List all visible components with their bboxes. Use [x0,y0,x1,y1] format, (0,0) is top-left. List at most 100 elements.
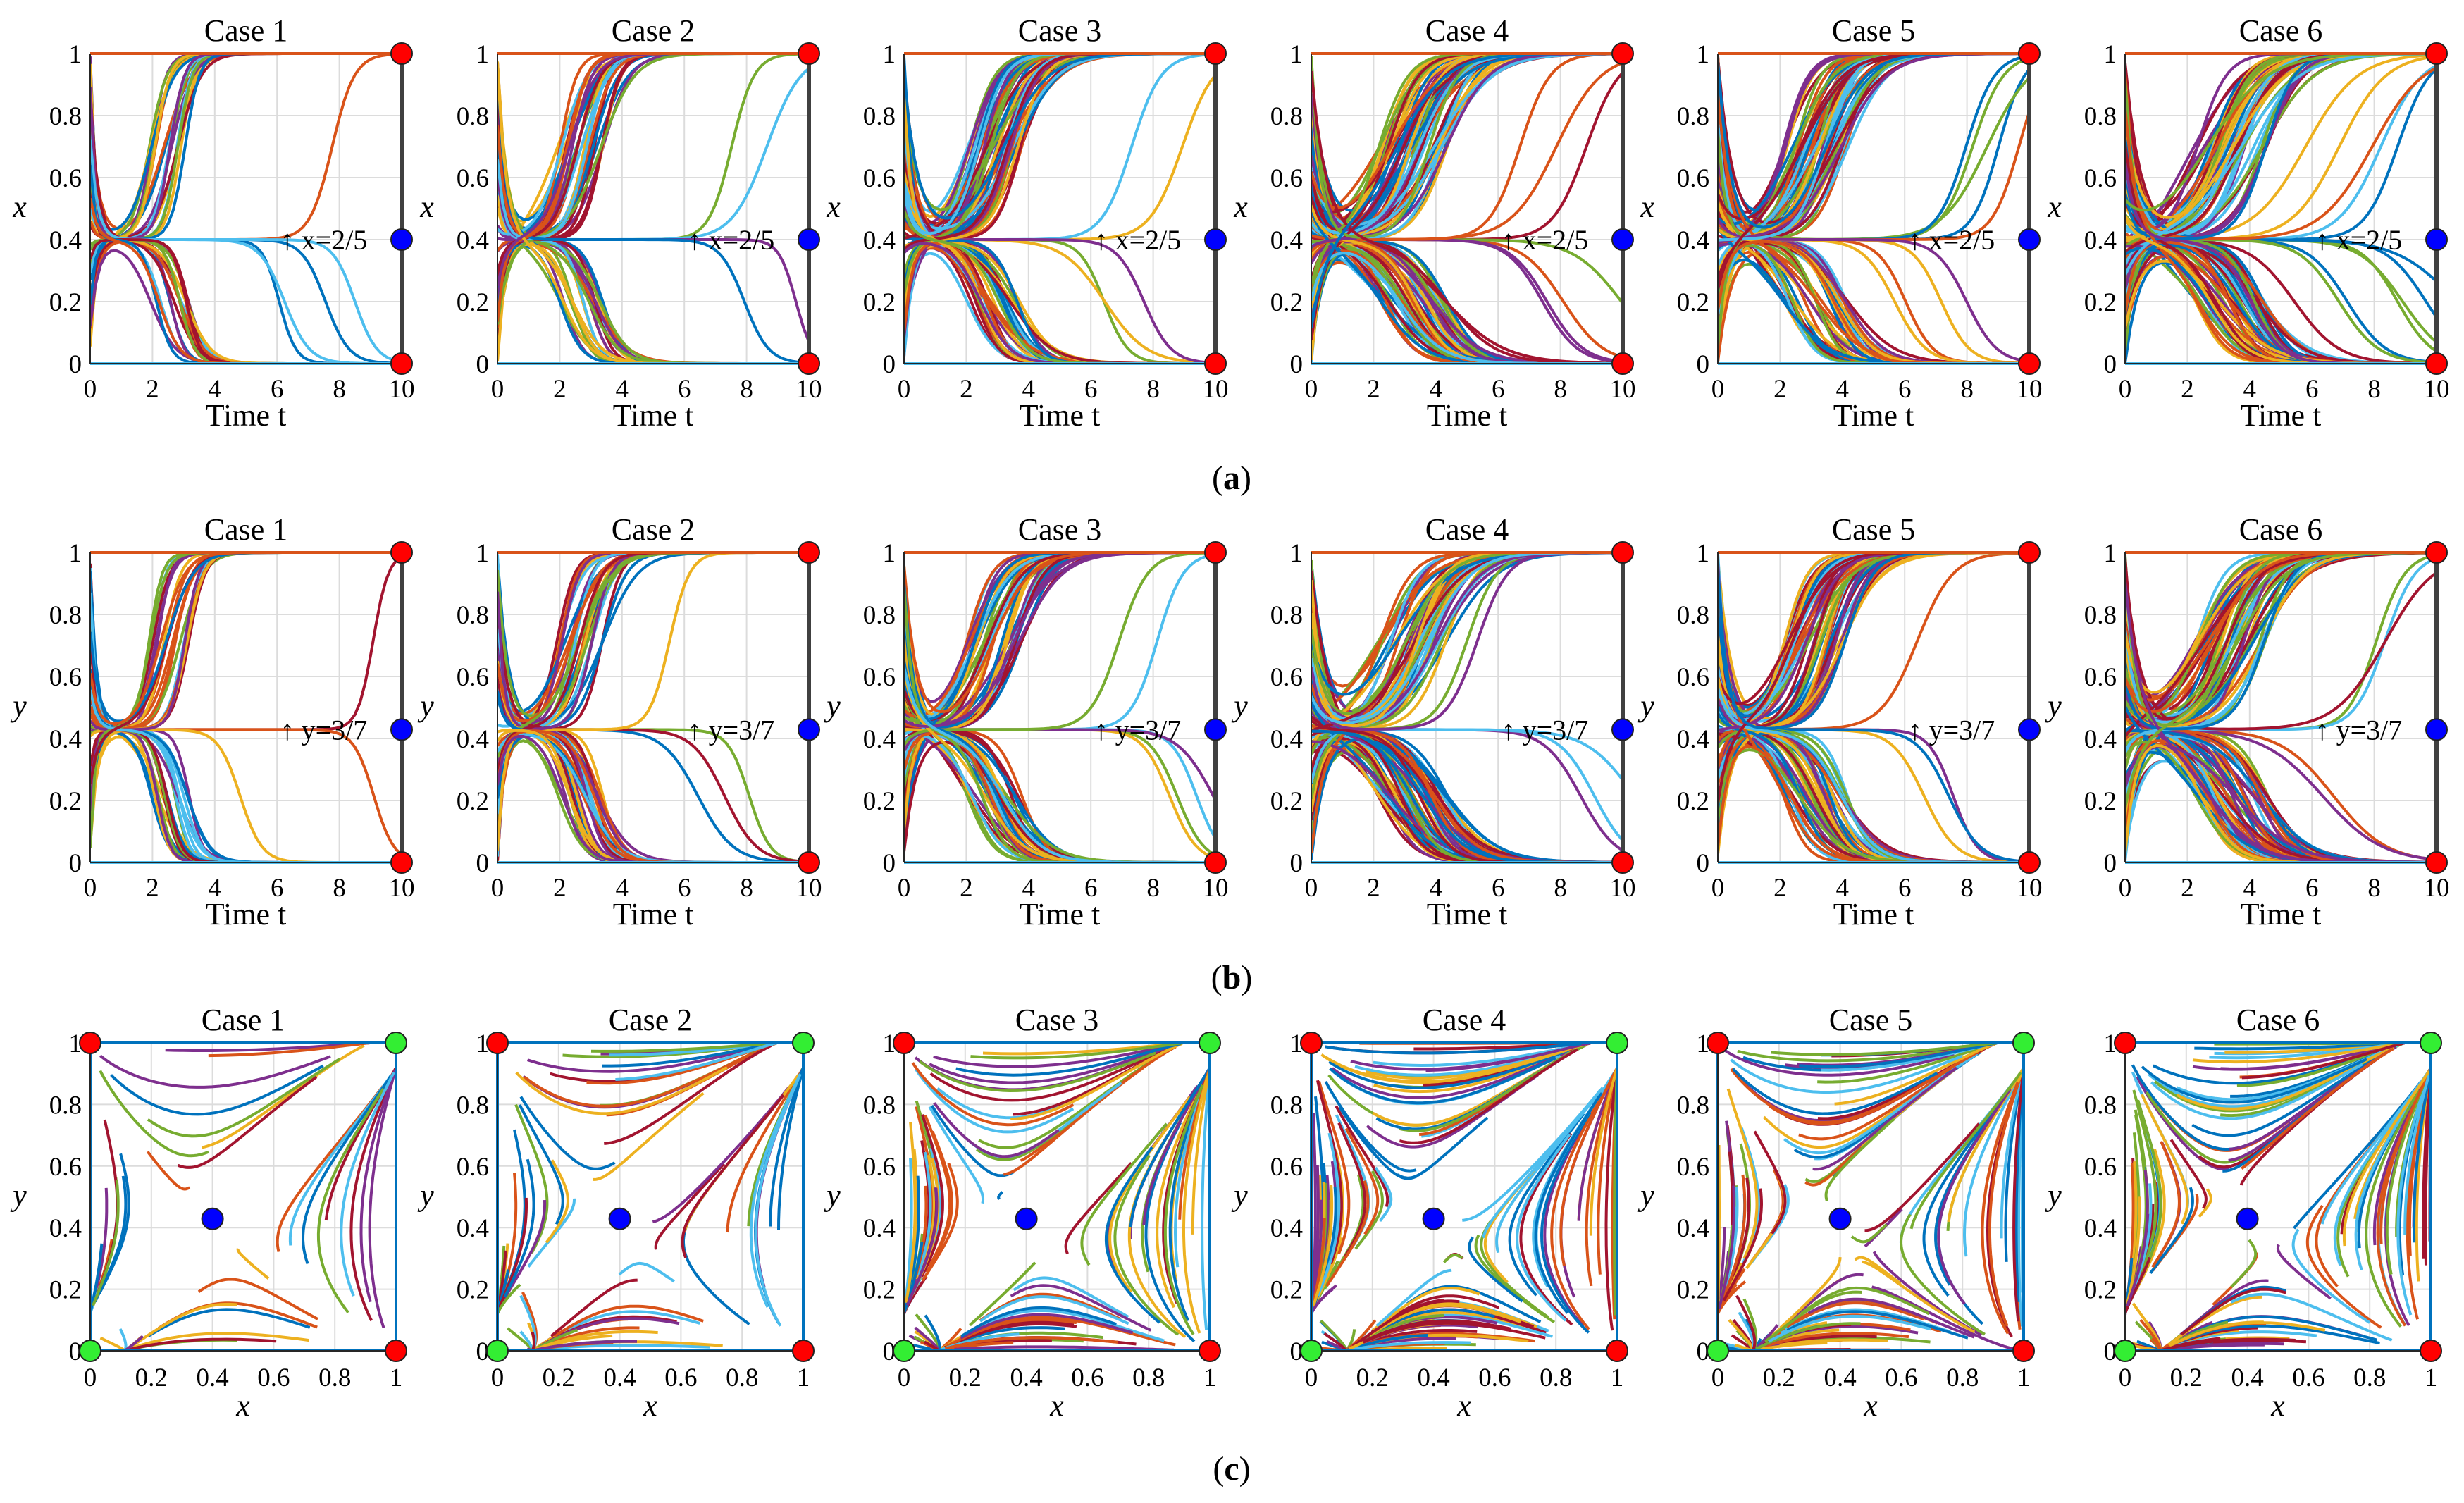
y-tick-label: 0 [883,350,896,379]
x-tick-label: 2 [960,874,973,903]
y-tick-label: 0.6 [863,663,896,692]
trajectory-curve [2125,552,2437,719]
trajectory-curve [90,571,402,862]
corner-equilibrium-point [893,1032,915,1054]
phase-trajectory [132,1302,237,1347]
y-tick-label: 0.2 [2084,288,2117,317]
trajectory-curve [90,54,402,239]
y-tick-label: 0.6 [1270,164,1303,193]
panel-b-5: 0 2 4 6 8 10 0 0.2 0.4 0.6 0.8 1 Case 5 Time t y ↑ y=3/… [1637,512,2042,932]
interior-equilibrium-point [1611,718,1634,741]
y-tick-label: 0.4 [2084,725,2117,754]
phase-trajectory [2176,1046,2395,1111]
y-tick-label: 1 [476,40,490,69]
y-tick-label: 1 [69,40,82,69]
trajectory-curve [1718,552,2029,732]
x-tick-label: 2 [553,375,567,404]
x-tick-label: 0.6 [2292,1363,2324,1392]
phase-trajectory [933,1102,1060,1158]
x-tick-label: 6 [271,874,284,903]
y-tick-label: 0.8 [2084,601,2117,630]
y-tick-label: 0 [883,1337,896,1366]
phase-trajectory [1824,1118,1895,1202]
y-tick-label: 0.8 [457,1091,489,1120]
phase-trajectory [1726,1088,1759,1260]
y-axis-label: y [2045,688,2062,723]
curves-b-5 [1718,552,2029,862]
phase-trajectory [1722,1188,1764,1301]
y-tick-label: 1 [1697,1029,1710,1058]
corner-equilibrium-point [2420,1032,2442,1054]
phase-trajectory [1311,1113,1317,1304]
x-tick-label: 2 [2181,375,2194,404]
phase-trajectory [1316,1132,1341,1297]
panel-title: Case 3 [1015,1003,1099,1037]
y-tick-label: 0.8 [1677,1091,1709,1120]
trajectory-curve [497,729,809,862]
trajectory-curve [90,552,402,798]
phase-trajectory [1762,1085,1929,1149]
x-tick-label: 0.4 [196,1363,228,1392]
y-axis-label: y [1637,1178,1654,1213]
panel-title: Case 2 [609,1003,693,1037]
x-tick-label: 0.6 [1885,1363,1917,1392]
phase-trajectory [177,1075,318,1169]
curves-c-4 [1311,1043,1617,1351]
x-tick-label: 0.8 [318,1363,351,1392]
corner-equilibrium-point [792,1032,815,1054]
phase-trajectory [2230,1292,2393,1342]
interior-equilibrium-point [2425,228,2448,251]
x-tick-label: 2 [1367,375,1380,404]
y-axis-label: y [1231,688,1248,723]
y-tick-label: 0 [1290,1337,1304,1366]
panel-title: Case 1 [204,512,288,547]
y-tick-label: 0.2 [1270,1276,1303,1305]
trajectory-curve [497,728,809,862]
phase-trajectory [1981,1082,2019,1335]
y-tick-label: 0 [476,849,490,878]
trajectory-curve [497,552,809,712]
x-tick-label: 4 [209,874,222,903]
y-tick-label: 0.6 [49,663,82,692]
phase-trajectory [1316,1080,1343,1265]
phase-trajectory [1732,1068,1938,1115]
panel-a-6: 0 2 4 6 8 10 0 0.2 0.4 0.6 0.8 1 Case 6 Time t x ↑ x=2/… [2047,13,2449,433]
phase-trajectory [1325,1180,1370,1287]
phase-trajectory [132,1332,309,1349]
x-tick-label: 0 [84,375,97,404]
phase-trajectory [1854,1256,1902,1285]
phase-trajectory [550,1278,638,1337]
y-tick-label: 1 [2104,40,2117,69]
boundary-equilibrium-point [2018,851,2041,874]
y-tick-label: 0 [69,350,82,379]
x-axis-label: Time t [1833,897,1914,932]
trajectory-curve [497,54,809,321]
y-axis-label: y [1231,1178,1248,1213]
trajectory-curve [1718,69,2029,364]
x-tick-label: 0.2 [543,1363,575,1392]
x-axis-label: Time t [1020,897,1101,932]
y-tick-label: 0.8 [457,601,489,630]
trajectory-curve [497,73,809,364]
x-tick-label: 4 [616,874,629,903]
x-tick-label: 6 [1898,375,1912,404]
panel-title: Case 1 [202,1003,285,1037]
y-tick-label: 1 [883,1029,896,1058]
phase-trajectory [1900,1213,1986,1336]
y-tick-label: 0.4 [1270,725,1303,754]
phase-trajectory [1010,1284,1152,1332]
trajectory-curve [90,165,402,364]
y-tick-label: 0.8 [863,102,896,131]
phase-trajectory [1753,1130,1787,1235]
trajectory-curve [497,552,809,851]
phase-trajectory [236,1248,270,1280]
phase-trajectory [147,1057,341,1138]
x-tick-label: 8 [333,375,346,404]
interior-equilibrium-point [2018,228,2041,251]
corner-equilibrium-point [79,1032,101,1054]
y-tick-label: 0.2 [457,1276,489,1305]
corner-equilibrium-point [2420,1340,2442,1362]
panel-title: Case 4 [1425,13,1509,48]
phase-trajectory [1783,1073,1947,1155]
y-tick-label: 0.2 [2084,787,2117,816]
